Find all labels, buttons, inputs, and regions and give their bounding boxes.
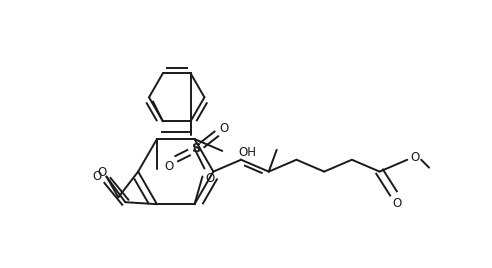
Text: S: S [192, 142, 201, 155]
Text: O: O [97, 166, 106, 179]
Text: O: O [393, 197, 402, 210]
Text: O: O [411, 151, 420, 164]
Text: O: O [92, 170, 101, 183]
Text: O: O [206, 172, 215, 185]
Text: O: O [219, 122, 229, 135]
Text: O: O [164, 160, 174, 173]
Text: OH: OH [238, 146, 256, 159]
